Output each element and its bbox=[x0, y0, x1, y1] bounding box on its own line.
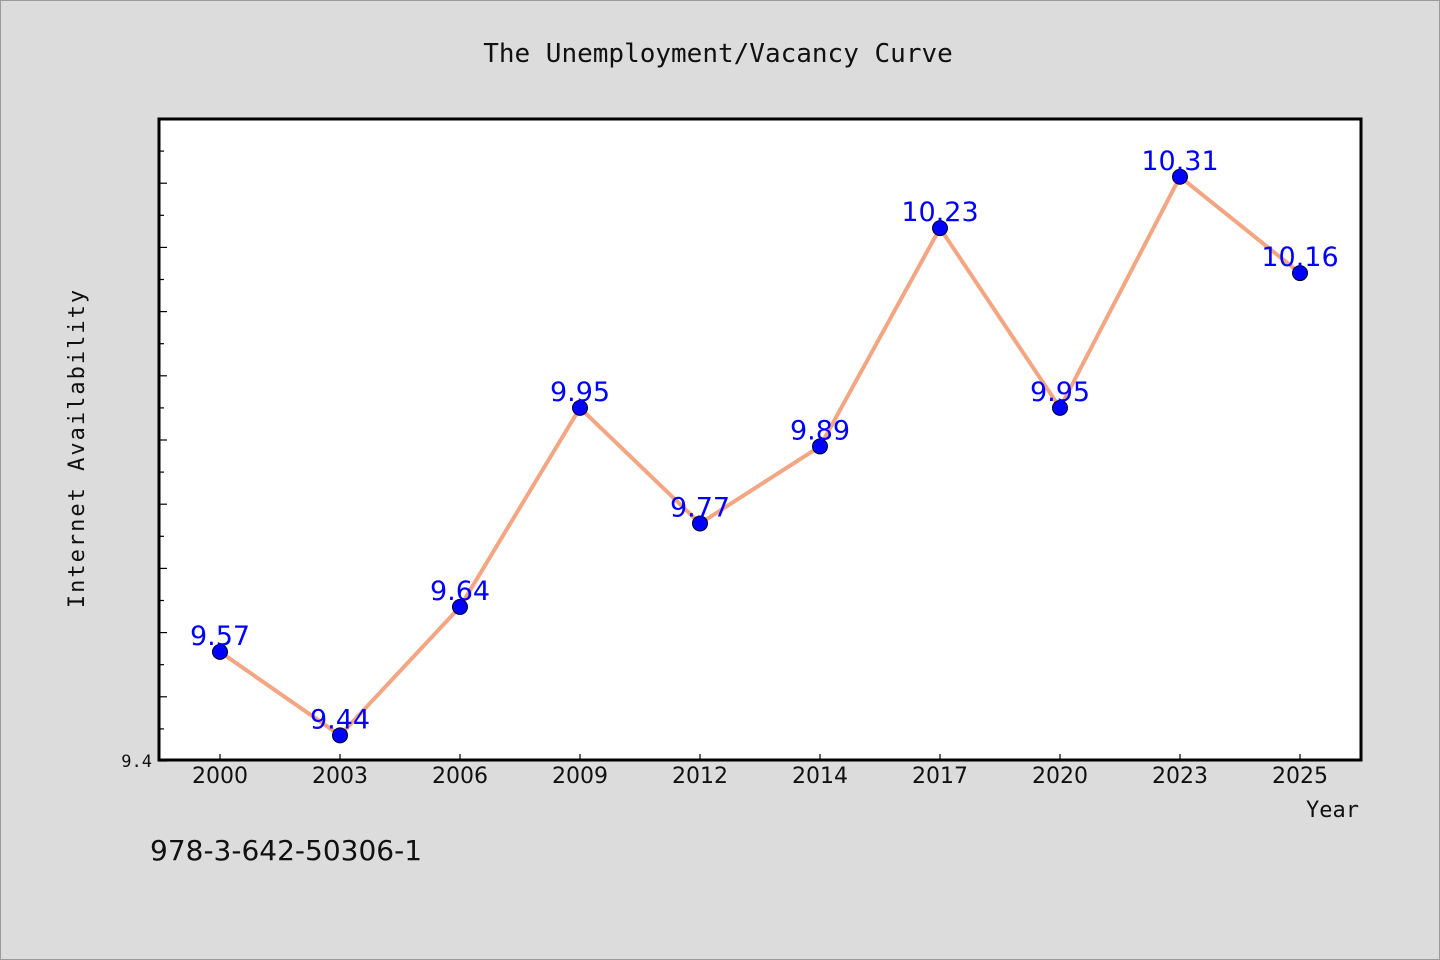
x-axis-tick-labels: 2000 2003 2006 2009 2012 2014 2017 2020 2023 2025 bbox=[192, 764, 1328, 789]
series-line bbox=[218, 174, 1302, 738]
x-tick-label-6: 2017 bbox=[912, 764, 968, 789]
data-label-2020: 9.95 bbox=[1030, 377, 1090, 408]
data-label-2023: 10.31 bbox=[1141, 146, 1218, 177]
data-label-2003: 9.44 bbox=[310, 704, 370, 735]
data-label-2006: 9.64 bbox=[430, 576, 490, 607]
footer-code: 978-3-642-50306-1 bbox=[150, 834, 423, 867]
data-labels-group: 9.57 9.44 9.64 9.95 9.77 9.89 10.23 9.95 10.31 10… bbox=[190, 146, 1339, 736]
data-point-2000 bbox=[212, 643, 228, 660]
y-axis-tick-labels: 9.4 bbox=[121, 752, 152, 772]
data-point-2012 bbox=[692, 515, 708, 532]
x-tick-label-4: 2012 bbox=[672, 764, 728, 789]
data-point-2023 bbox=[1172, 168, 1188, 185]
x-tick-label-1: 2003 bbox=[312, 764, 368, 789]
x-tick-label-0: 2000 bbox=[192, 764, 248, 789]
x-tick-label-7: 2020 bbox=[1032, 764, 1088, 789]
plot-area bbox=[157, 117, 1363, 762]
x-axis-ticks bbox=[219, 754, 1301, 760]
x-tick-label-2: 2006 bbox=[432, 764, 488, 789]
y-tick-label-0: 9.4 bbox=[121, 752, 152, 772]
x-tick-label-9: 2025 bbox=[1272, 764, 1328, 789]
data-label-2000: 9.57 bbox=[190, 621, 250, 652]
data-point-2020 bbox=[1052, 399, 1068, 416]
data-label-2025: 10.16 bbox=[1261, 242, 1338, 273]
series-line-group bbox=[218, 174, 1302, 738]
x-tick-label-8: 2023 bbox=[1152, 764, 1208, 789]
data-label-2017: 10.23 bbox=[901, 197, 978, 228]
chart-title: The Unemployment/Vacancy Curve bbox=[483, 39, 953, 69]
y-axis-label: Internet Availability bbox=[65, 288, 90, 608]
x-tick-label-3: 2009 bbox=[552, 764, 608, 789]
data-label-2014: 9.89 bbox=[790, 415, 850, 446]
x-tick-label-5: 2014 bbox=[792, 764, 848, 789]
data-point-2014 bbox=[812, 438, 828, 455]
data-label-2012: 9.77 bbox=[670, 492, 730, 523]
data-point-2006 bbox=[452, 598, 468, 615]
y-axis-ticks bbox=[159, 150, 167, 762]
data-point-2003 bbox=[332, 727, 348, 744]
data-point-2009 bbox=[572, 399, 588, 416]
series-markers-group bbox=[212, 168, 1308, 744]
data-point-2025 bbox=[1292, 265, 1308, 282]
data-label-2009: 9.95 bbox=[550, 377, 610, 408]
data-point-2017 bbox=[932, 220, 948, 237]
x-axis-label: Year bbox=[1306, 798, 1359, 823]
